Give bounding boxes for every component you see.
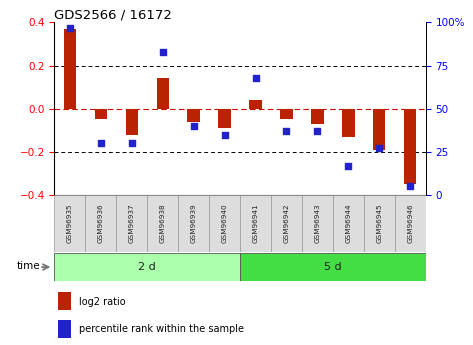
Bar xyxy=(95,109,107,119)
Text: GSM96945: GSM96945 xyxy=(377,204,382,243)
Text: GSM96944: GSM96944 xyxy=(345,204,351,243)
Text: 5 d: 5 d xyxy=(324,262,342,272)
Text: GSM96943: GSM96943 xyxy=(315,204,320,243)
Point xyxy=(376,146,383,151)
Bar xyxy=(209,195,240,252)
Text: GSM96939: GSM96939 xyxy=(191,204,197,243)
Point xyxy=(406,184,414,189)
Bar xyxy=(373,109,385,150)
Text: GSM96936: GSM96936 xyxy=(98,204,104,243)
Bar xyxy=(364,195,395,252)
Bar xyxy=(64,29,76,109)
Text: GDS2566 / 16172: GDS2566 / 16172 xyxy=(54,8,172,21)
Bar xyxy=(187,109,200,121)
Bar xyxy=(240,253,426,281)
Text: GSM96937: GSM96937 xyxy=(129,204,135,243)
Bar xyxy=(157,78,169,109)
Text: GSM96941: GSM96941 xyxy=(253,204,259,243)
Bar xyxy=(249,100,262,109)
Bar xyxy=(311,109,324,124)
Bar xyxy=(54,253,240,281)
Point xyxy=(344,163,352,168)
Point xyxy=(128,140,136,146)
Bar xyxy=(302,195,333,252)
Point xyxy=(190,123,197,129)
Text: log2 ratio: log2 ratio xyxy=(79,297,125,306)
Bar xyxy=(240,195,271,252)
Point xyxy=(252,75,259,80)
Bar xyxy=(271,195,302,252)
Bar xyxy=(333,195,364,252)
Point xyxy=(66,25,74,30)
Point xyxy=(283,128,290,134)
Bar xyxy=(280,109,293,119)
Bar xyxy=(395,195,426,252)
Bar xyxy=(125,109,138,135)
Bar xyxy=(147,195,178,252)
Bar xyxy=(85,195,116,252)
Text: percentile rank within the sample: percentile rank within the sample xyxy=(79,324,244,334)
Text: 2 d: 2 d xyxy=(138,262,156,272)
Point xyxy=(159,49,166,55)
Bar xyxy=(116,195,147,252)
Point xyxy=(314,128,321,134)
Text: GSM96938: GSM96938 xyxy=(160,204,166,243)
Bar xyxy=(54,195,85,252)
Text: GSM96935: GSM96935 xyxy=(67,204,73,243)
Text: GSM96940: GSM96940 xyxy=(221,204,228,243)
Bar xyxy=(342,109,355,137)
Bar xyxy=(58,292,71,310)
Bar xyxy=(219,109,231,128)
Text: time: time xyxy=(16,260,40,270)
Point xyxy=(221,132,228,137)
Point xyxy=(97,140,105,146)
Bar xyxy=(404,109,416,184)
Text: GSM96942: GSM96942 xyxy=(283,204,289,243)
Text: GSM96946: GSM96946 xyxy=(407,204,413,243)
Bar xyxy=(178,195,209,252)
Bar xyxy=(58,319,71,338)
